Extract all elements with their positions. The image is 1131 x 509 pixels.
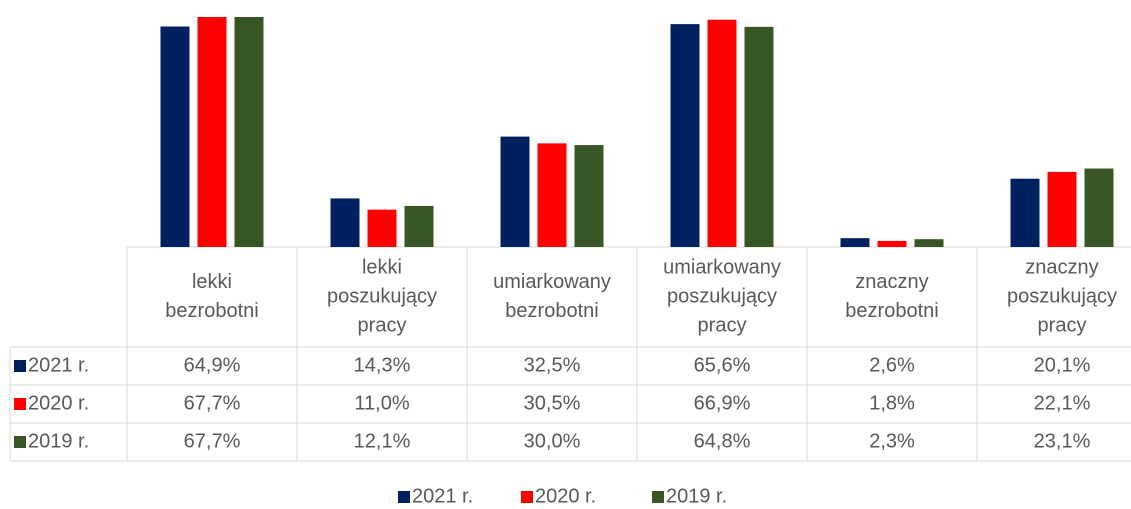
legend-label: 2021 r. [412, 485, 473, 507]
bar [877, 240, 907, 247]
table-value: 64,9% [184, 354, 241, 376]
category-label: znaczny bezrobotni [845, 271, 939, 322]
table-value: 22,1% [1034, 392, 1091, 414]
bar [744, 26, 774, 247]
bar [574, 145, 604, 247]
category-label: lekki poszukujący pracy [326, 256, 438, 337]
table-value: 30,5% [524, 392, 581, 414]
bar [840, 238, 870, 247]
table-value: 1,8% [869, 392, 915, 414]
row-label: 2021 r. [28, 354, 89, 376]
bar [160, 26, 190, 247]
bar [914, 239, 944, 247]
table-value: 11,0% [354, 392, 409, 414]
bar [537, 143, 567, 247]
table-value: 65,6% [694, 354, 751, 376]
table-value: 32,5% [524, 354, 581, 376]
bar [670, 24, 700, 248]
bar [367, 209, 397, 247]
legend-key [521, 491, 533, 503]
category-label: umiarkowany bezrobotni [493, 271, 611, 322]
table-value: 14,3% [354, 354, 411, 376]
bar [1047, 171, 1077, 247]
bar [707, 19, 737, 248]
legend-key [652, 491, 664, 503]
bar [197, 17, 227, 247]
table-value: 23,1% [1034, 430, 1091, 452]
legend-key [14, 398, 26, 410]
table-value: 12,1% [354, 430, 411, 452]
row-label: 2020 r. [28, 392, 89, 414]
table-value: 67,7% [184, 392, 241, 414]
category-label: znaczny poszukujący pracy [1006, 256, 1118, 337]
legend-key [398, 491, 410, 503]
table-value: 66,9% [694, 392, 751, 414]
category-label: lekki bezrobotni [165, 271, 259, 322]
legend-key [14, 436, 26, 448]
bar [1084, 168, 1114, 247]
legend-label: 2019 r. [666, 485, 727, 507]
bar [1010, 178, 1040, 247]
bar [404, 205, 434, 247]
row-label: 2019 r. [28, 430, 89, 452]
table-value: 2,6% [869, 354, 915, 376]
table-value: 30,0% [524, 430, 581, 452]
table-value: 20,1% [1034, 354, 1091, 376]
bar [234, 17, 264, 247]
table-value: 64,8% [694, 430, 751, 452]
legend-label: 2020 r. [535, 485, 596, 507]
bar [330, 198, 360, 247]
legend-key [14, 360, 26, 372]
bar [500, 136, 530, 247]
table-value: 2,3% [869, 430, 915, 452]
category-label: umiarkowany poszukujący pracy [663, 256, 781, 337]
table-value: 67,7% [184, 430, 241, 452]
